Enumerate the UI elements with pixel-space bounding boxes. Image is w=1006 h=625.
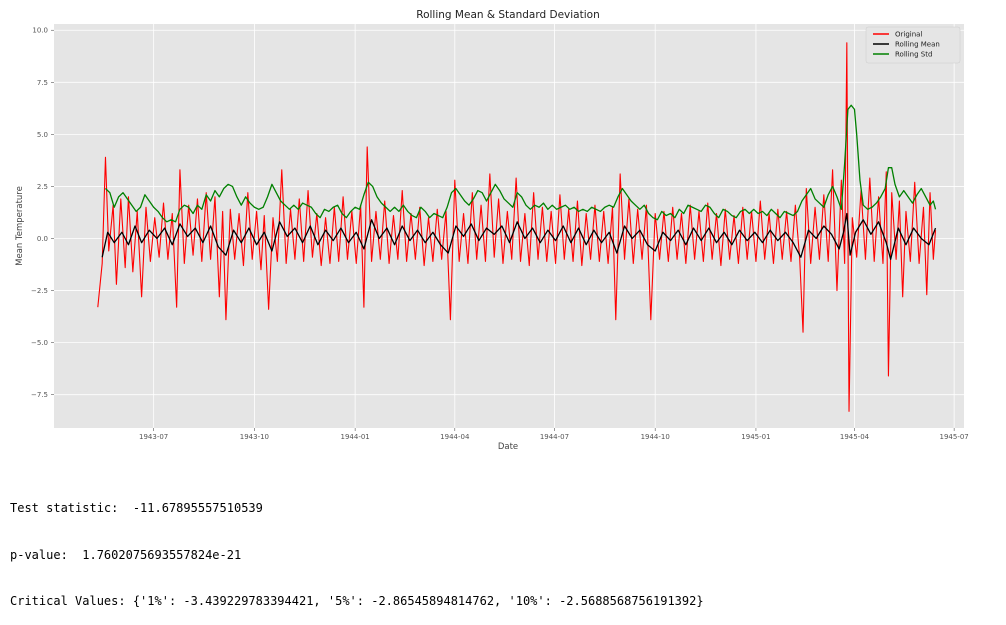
y-tick-label: 0.0 (37, 235, 48, 243)
chart-figure: 1943-07 1943-10 1944-01 1944-04 1944-07 1944-… (15, 9, 969, 452)
y-tick-labels: 10.0 7.5 5.0 2.5 0.0 −2.5 −5.0 −7.5 (31, 27, 54, 399)
x-tick-label: 1943-10 (240, 433, 269, 441)
test-output: Test statistic: -11.67895557510539 p-val… (10, 470, 1000, 625)
legend-label-rolling-mean: Rolling Mean (895, 41, 940, 49)
x-tick-label: 1945-04 (840, 433, 870, 441)
y-axis-label: Mean Temperature (15, 186, 25, 266)
x-tick-label: 1943-07 (139, 433, 168, 441)
series-line-rolling-std (105, 104, 937, 223)
y-tick-label: −2.5 (31, 287, 48, 295)
x-tick-label: 1944-07 (540, 433, 569, 441)
chart-title: Rolling Mean & Standard Deviation (416, 9, 599, 21)
x-tick-labels: 1943-07 1943-10 1944-01 1944-04 1944-07 1944-… (139, 428, 969, 441)
y-tick-label: 10.0 (32, 27, 48, 35)
y-tick-label: 7.5 (37, 79, 48, 87)
x-tick-label: 1944-01 (341, 433, 370, 441)
x-tick-label: 1944-10 (641, 433, 670, 441)
series-line-original (97, 42, 937, 412)
legend-label-original: Original (895, 31, 922, 39)
grid-lines (54, 24, 964, 428)
chart-svg: 1943-07 1943-10 1944-01 1944-04 1944-07 1944-… (15, 9, 969, 452)
x-axis-label: Date (498, 442, 518, 452)
y-tick-label: −7.5 (31, 391, 48, 399)
series-lines (97, 42, 937, 412)
p-value-line: p-value: 1.7602075693557824e-21 (10, 547, 242, 562)
legend-box (865, 26, 961, 64)
x-tick-label: 1945-01 (741, 433, 770, 441)
x-tick-label: 1944-04 (440, 433, 470, 441)
legend: Original Rolling Mean Rolling Std (865, 26, 961, 64)
critical-values-line: Critical Values: {'1%': -3.4392297833944… (10, 594, 704, 608)
series-line-rolling-mean (101, 212, 937, 260)
y-tick-label: 2.5 (37, 183, 48, 191)
y-tick-label: −5.0 (31, 339, 48, 347)
test-statistic-line: Test statistic: -11.67895557510539 (10, 501, 263, 515)
y-tick-label: 5.0 (37, 131, 48, 139)
legend-label-rolling-std: Rolling Std (895, 51, 932, 59)
x-tick-label: 1945-07 (940, 433, 969, 441)
